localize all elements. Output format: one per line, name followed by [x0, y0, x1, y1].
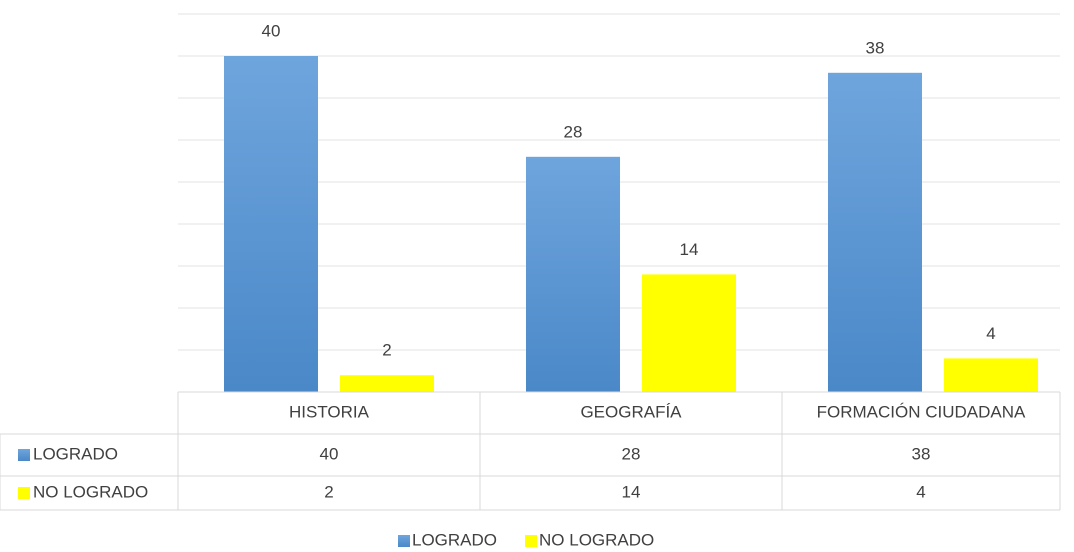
- table-cell: 4: [916, 482, 925, 501]
- table-cell: 14: [622, 482, 641, 501]
- legend-key: [525, 535, 538, 547]
- bar: [642, 274, 736, 392]
- table-cell: 28: [622, 444, 641, 463]
- table-cell: 40: [320, 444, 339, 463]
- data-label: 38: [866, 38, 885, 57]
- legend-label: LOGRADO: [412, 530, 497, 549]
- data-label: 28: [564, 122, 583, 141]
- table-cell: 38: [912, 444, 931, 463]
- x-tick-label: HISTORIA: [289, 402, 370, 421]
- bar: [944, 358, 1038, 392]
- bar: [340, 375, 434, 392]
- bar: [828, 72, 922, 393]
- data-label: 14: [680, 240, 699, 259]
- table-legend-key: [18, 487, 30, 499]
- x-tick-label: GEOGRAFÍA: [580, 402, 682, 421]
- data-label: 2: [382, 341, 391, 360]
- data-label: 4: [986, 324, 995, 343]
- legend-key: [398, 535, 410, 547]
- table-row-label: LOGRADO: [33, 444, 118, 463]
- x-tick-label: FORMACIÓN CIUDADANA: [817, 402, 1026, 421]
- legend-label: NO LOGRADO: [539, 530, 654, 549]
- bar: [526, 156, 620, 392]
- data-label: 40: [262, 21, 281, 40]
- table-legend-key: [18, 449, 30, 461]
- bar: [224, 56, 318, 392]
- table-row-label: NO LOGRADO: [33, 482, 148, 501]
- table-cell: 2: [324, 482, 333, 501]
